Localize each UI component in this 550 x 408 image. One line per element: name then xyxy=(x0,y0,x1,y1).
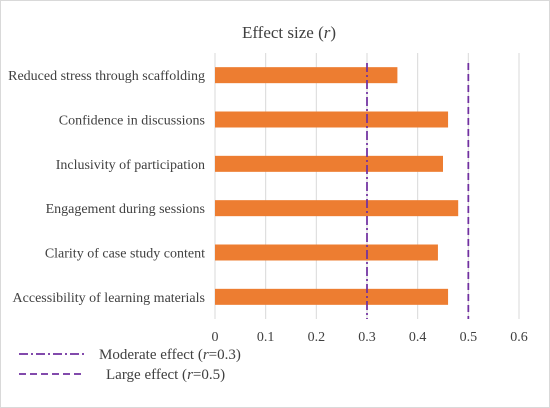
legend: Moderate effect (r=0.3) Large effect (r=0… xyxy=(19,347,241,383)
bar xyxy=(215,288,449,305)
chart-title: Effect size (r) xyxy=(242,23,336,42)
category-label: Engagement during sessions xyxy=(46,202,205,217)
category-label: Inclusivity of participation xyxy=(56,158,205,173)
x-tick-label: 0 xyxy=(212,330,219,345)
x-tick-label: 0.6 xyxy=(510,330,528,345)
x-tick-labels: 0 0.1 0.2 0.3 0.4 0.5 0.6 xyxy=(212,330,528,345)
reference-lines xyxy=(366,63,470,319)
bars xyxy=(215,67,459,305)
bar xyxy=(215,244,438,261)
x-tick-label: 0.1 xyxy=(257,330,275,345)
legend-label: Large effect (r=0.5) xyxy=(106,367,225,383)
x-tick-label: 0.5 xyxy=(460,330,478,345)
category-label: Clarity of case study content xyxy=(45,247,205,262)
x-tick-label: 0.3 xyxy=(358,330,376,345)
x-tick-label: 0.2 xyxy=(308,330,326,345)
bar xyxy=(215,67,398,84)
category-label: Reduced stress through scaffolding xyxy=(8,69,205,84)
category-labels: Reduced stress through scaffolding Confid… xyxy=(8,69,205,306)
bar xyxy=(215,155,443,172)
bar xyxy=(215,111,449,128)
legend-label: Moderate effect (r=0.3) xyxy=(99,347,241,363)
bar xyxy=(215,200,459,217)
x-tick-label: 0.4 xyxy=(409,330,427,345)
category-label: Confidence in discussions xyxy=(59,114,205,129)
category-label: Accessibility of learning materials xyxy=(13,291,205,306)
